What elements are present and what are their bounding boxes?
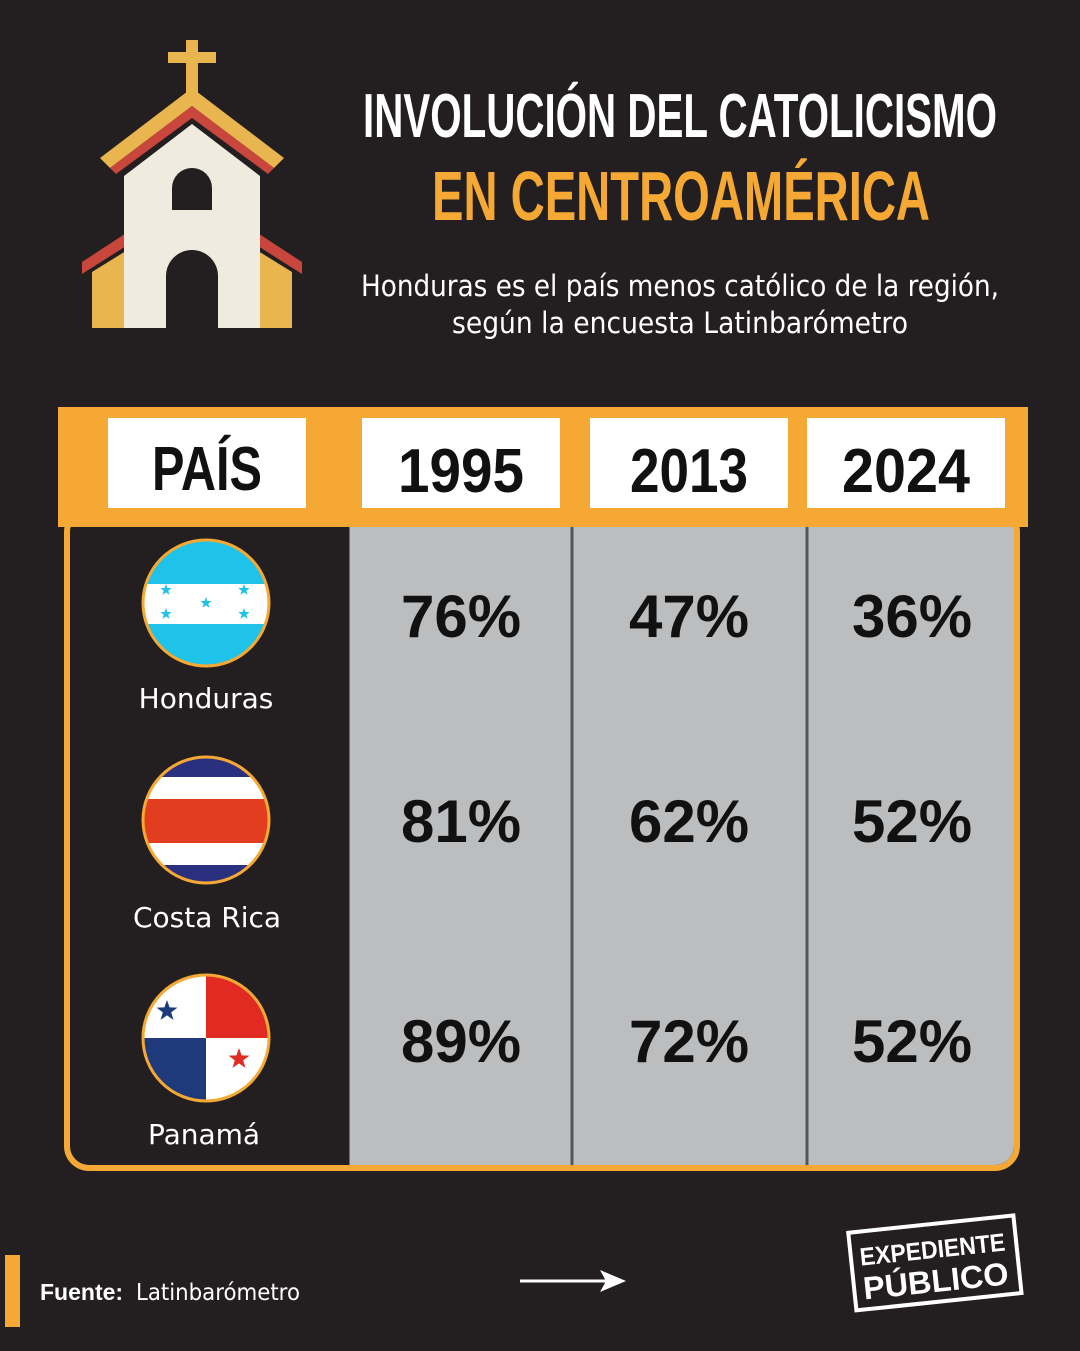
flag-panama	[144, 976, 268, 1100]
cell-value: 89%	[401, 1008, 521, 1075]
cell-value: 52%	[852, 1008, 972, 1075]
cell-value: 62%	[629, 788, 749, 855]
header-cell	[590, 418, 788, 508]
country-name: Costa Rica	[133, 901, 281, 934]
header-cell	[807, 418, 1005, 508]
header-text: 2024	[842, 437, 970, 506]
flag-ring	[141, 755, 271, 885]
next-arrow[interactable]	[520, 1270, 626, 1292]
cell-value: 81%	[401, 788, 521, 855]
cell-value: 47%	[629, 583, 749, 650]
cell-value: 36%	[852, 583, 972, 650]
header-cell	[362, 418, 560, 508]
country-name: Panamá	[148, 1118, 260, 1151]
flag-costa-rica	[144, 758, 268, 882]
title-line: EN CENTROAMÉRICA	[432, 157, 930, 235]
country-name: Honduras	[139, 682, 274, 715]
logo: EXPEDIENTE PÚBLICO	[846, 1213, 1024, 1313]
header-text: 1995	[398, 437, 524, 506]
subtitle: según la encuesta Latinbarómetro	[452, 306, 908, 340]
source-label: Fuente:	[40, 1279, 123, 1305]
church-icon	[82, 40, 302, 328]
footer-accent	[5, 1255, 20, 1327]
flag-ring	[141, 538, 271, 668]
header-text: PAÍS	[152, 435, 262, 504]
header-cell	[108, 418, 306, 508]
cell-value: 76%	[401, 583, 521, 650]
cell-value: 52%	[852, 788, 972, 855]
data-area	[348, 527, 1014, 1165]
title-line: INVOLUCIÓN DEL CATOLICISMO	[363, 82, 997, 151]
subtitle: Honduras es el país menos católico de la…	[361, 269, 999, 303]
flag-ring	[141, 973, 271, 1103]
header-text: 2013	[630, 437, 748, 506]
source: Latinbarómetro	[136, 1280, 300, 1306]
cell-value: 72%	[629, 1008, 749, 1075]
